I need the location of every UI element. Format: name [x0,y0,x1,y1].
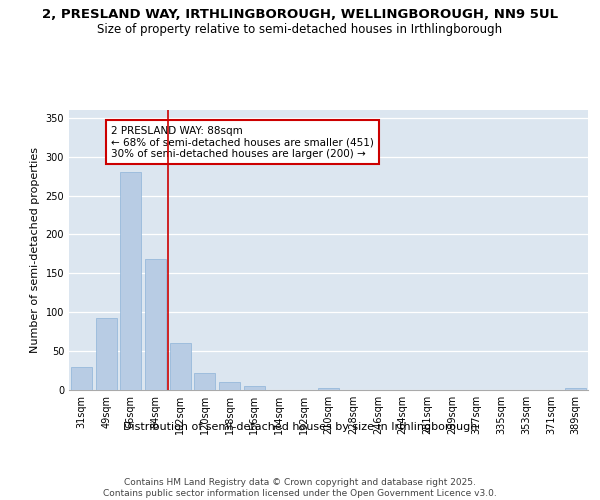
Bar [565,388,586,390]
Text: 2 PRESLAND WAY: 88sqm
← 68% of semi-detached houses are smaller (451)
30% of sem: 2 PRESLAND WAY: 88sqm ← 68% of semi-deta… [111,126,374,159]
Text: 2, PRESLAND WAY, IRTHLINGBOROUGH, WELLINGBOROUGH, NN9 5UL: 2, PRESLAND WAY, IRTHLINGBOROUGH, WELLIN… [42,8,558,20]
Text: Size of property relative to semi-detached houses in Irthlingborough: Size of property relative to semi-detach… [97,24,503,36]
Bar [244,386,265,390]
Y-axis label: Number of semi-detached properties: Number of semi-detached properties [30,147,40,353]
Bar [95,318,116,390]
Bar [318,388,339,390]
Bar [219,382,240,390]
Bar [194,373,215,390]
Bar [71,366,92,390]
Bar [145,260,166,390]
Text: Contains HM Land Registry data © Crown copyright and database right 2025.
Contai: Contains HM Land Registry data © Crown c… [103,478,497,498]
Bar [120,172,141,390]
Bar [170,344,191,390]
Text: Distribution of semi-detached houses by size in Irthlingborough: Distribution of semi-detached houses by … [123,422,477,432]
